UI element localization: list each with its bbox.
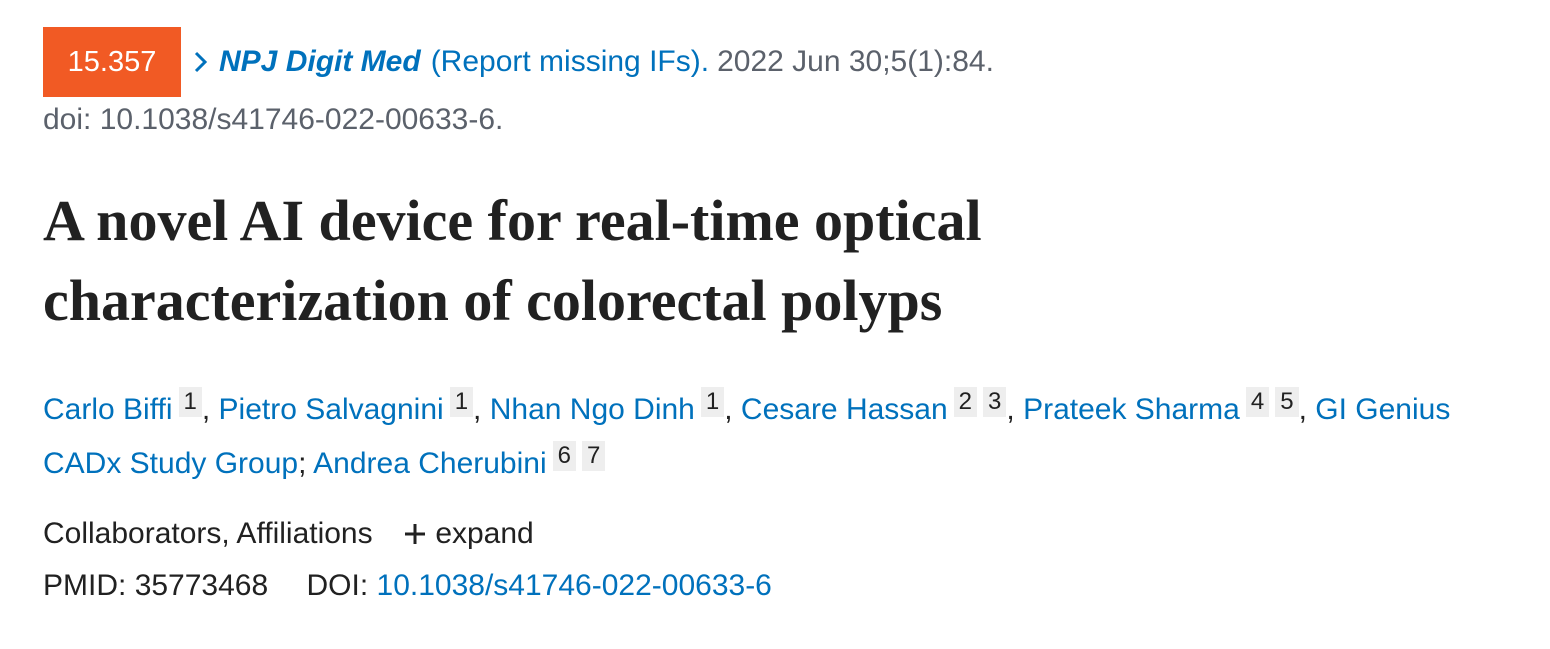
expand-text[interactable]: expand	[435, 517, 534, 550]
expand-button[interactable]: expand	[403, 517, 534, 550]
affiliation-number[interactable]: 6	[552, 441, 576, 471]
expand-row: Collaborators, Affiliations expand	[43, 517, 1523, 551]
author-separator: ,	[201, 393, 211, 426]
expand-label: Collaborators, Affiliations	[43, 517, 373, 550]
pmid-value: 35773468	[134, 569, 269, 602]
chevron-icon	[194, 51, 208, 73]
affiliation-number[interactable]: 5	[1275, 387, 1299, 417]
affiliation-number[interactable]: 4	[1245, 387, 1270, 417]
doi-line: doi: 10.1038/s41746-022-00633-6.	[43, 103, 504, 136]
author-separator: ,	[1006, 393, 1015, 426]
author-separator: ,	[473, 393, 482, 426]
journal-link[interactable]: NPJ Digit Med	[219, 45, 421, 78]
doi-link[interactable]: 10.1038/s41746-022-00633-6	[376, 569, 772, 602]
citation-row: 15.357 NPJ Digit Med (Report missing IFs…	[43, 27, 1523, 97]
authors-list: Carlo Biffi 1, Pietro Salvagnini 1, Nhan N…	[43, 383, 1523, 491]
affiliation-number[interactable]: 1	[449, 387, 474, 417]
author-link[interactable]: Pietro Salvagnini	[218, 393, 444, 426]
author-link[interactable]: Andrea Cherubini	[313, 447, 547, 480]
report-link[interactable]: (Report missing IFs).	[430, 45, 710, 78]
author-link[interactable]: Nhan Ngo Dinh	[489, 393, 695, 426]
affiliation-number[interactable]: 2	[953, 387, 978, 417]
author-link[interactable]: Prateek Sharma	[1023, 393, 1240, 426]
citation-date: 2022 Jun 30;5(1):84.	[717, 45, 994, 78]
plus-icon	[404, 524, 425, 544]
affiliation-number[interactable]: 1	[178, 387, 202, 417]
author-link[interactable]: Carlo Biffi	[43, 393, 173, 426]
author-separator: ;	[298, 447, 307, 480]
identifiers-row: PMID: 35773468 DOI: 10.1038/s41746-022-0…	[43, 569, 1523, 603]
article-header: 15.357 NPJ Digit Med (Report missing IFs…	[43, 27, 1523, 603]
author-link[interactable]: Cesare Hassan	[740, 393, 948, 426]
pmid-label: PMID:	[43, 569, 127, 602]
author-separator: ,	[1298, 393, 1307, 426]
doi-label: DOI:	[306, 569, 369, 602]
affiliation-number[interactable]: 1	[700, 387, 725, 417]
impact-factor-badge: 15.357	[43, 27, 181, 97]
affiliation-number[interactable]: 3	[983, 387, 1007, 417]
article-title: A novel AI device for real-time optical …	[43, 188, 982, 333]
affiliation-number[interactable]: 7	[581, 441, 606, 471]
author-separator: ,	[724, 393, 733, 426]
author-link[interactable]: GI Genius CADx Study Group	[43, 393, 1451, 480]
